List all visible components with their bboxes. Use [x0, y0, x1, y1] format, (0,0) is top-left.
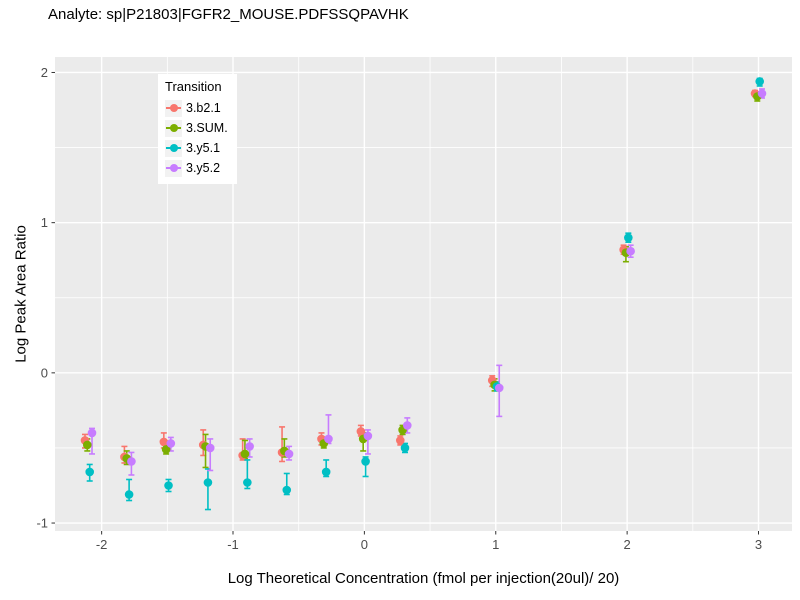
data-point-3.y5.2 — [494, 383, 504, 393]
data-point-3.y5.1 — [164, 481, 173, 490]
legend-key-dot — [169, 104, 178, 112]
data-point-3.y5.1 — [400, 443, 410, 453]
data-point-3.y5.1 — [243, 478, 252, 487]
legend-key-dot — [169, 144, 178, 152]
y-tick-label: 0 — [41, 365, 48, 380]
legend-pointrange-icon — [165, 139, 182, 157]
legend-entry: 3.SUM. — [165, 118, 228, 138]
y-tick-label: 1 — [41, 215, 48, 230]
data-point-3.y5.1 — [361, 457, 370, 466]
data-point-3.y5.2 — [205, 443, 215, 453]
data-point-3.y5.2 — [402, 421, 412, 430]
data-point-3.y5.1 — [85, 467, 94, 477]
data-point-3.y5.2 — [324, 434, 333, 444]
data-point-3.y5.1 — [624, 233, 633, 242]
data-point-3.b2.1 — [395, 436, 405, 445]
legend-pointrange-icon — [165, 159, 182, 177]
x-tick-label: 0 — [361, 537, 368, 552]
data-point-3.y5.2 — [626, 246, 635, 256]
x-tick-label: 1 — [492, 537, 499, 552]
x-axis-label: Log Theoretical Concentration (fmol per … — [227, 570, 620, 587]
data-point-3.y5.1 — [203, 478, 213, 487]
x-tick-label: -1 — [227, 537, 239, 552]
legend-label: 3.b2.1 — [186, 101, 221, 115]
data-point-3.y5.2 — [166, 439, 176, 448]
x-tick-label: 3 — [755, 537, 762, 552]
data-point-3.y5.1 — [755, 77, 764, 86]
y-tick-label: 2 — [41, 65, 48, 80]
data-point-3.y5.2 — [757, 89, 767, 98]
y-tick-label: -1 — [36, 516, 48, 531]
legend-key-dot — [169, 164, 178, 172]
legend-pointrange-icon — [165, 119, 182, 137]
data-point-3.SUM. — [240, 449, 250, 459]
legend-label: 3.y5.2 — [186, 161, 221, 175]
data-point-3.y5.1 — [282, 485, 292, 495]
chart-title: Analyte: sp|P21803|FGFR2_MOUSE.PDFSSQPAV… — [48, 6, 409, 23]
legend-entry: 3.y5.1 — [165, 138, 228, 158]
data-point-3.b2.1 — [356, 427, 366, 436]
y-axis-label: Log Peak Area Ratio — [12, 225, 30, 363]
legend-entry: 3.y5.2 — [165, 158, 228, 178]
x-tick-label: 2 — [624, 537, 631, 552]
legend-pointrange-icon — [165, 99, 182, 117]
legend-entries: 3.b2.1 3.SUM. 3.y5.1 3.y5.2 — [165, 98, 228, 178]
data-point-3.y5.1 — [321, 467, 331, 477]
x-tick-label: -2 — [96, 537, 108, 552]
data-point-3.y5.2 — [245, 442, 254, 451]
data-point-3.SUM. — [83, 440, 92, 450]
legend-label: 3.y5.1 — [186, 141, 221, 155]
legend-label: 3.SUM. — [186, 121, 228, 135]
data-point-3.SUM. — [161, 445, 171, 454]
data-point-3.y5.2 — [127, 457, 136, 466]
legend-title: Transition — [165, 79, 222, 94]
data-point-3.y5.2 — [363, 431, 373, 441]
data-point-3.b2.1 — [159, 437, 169, 447]
legend-key-dot — [169, 124, 178, 132]
legend: Transition 3.b2.1 3.SUM. 3.y5.1 3.y5.2 — [158, 74, 237, 184]
data-point-3.y5.2 — [87, 428, 97, 438]
data-point-3.y5.2 — [284, 449, 294, 459]
data-point-3.y5.1 — [124, 490, 134, 499]
legend-entry: 3.b2.1 — [165, 98, 228, 118]
